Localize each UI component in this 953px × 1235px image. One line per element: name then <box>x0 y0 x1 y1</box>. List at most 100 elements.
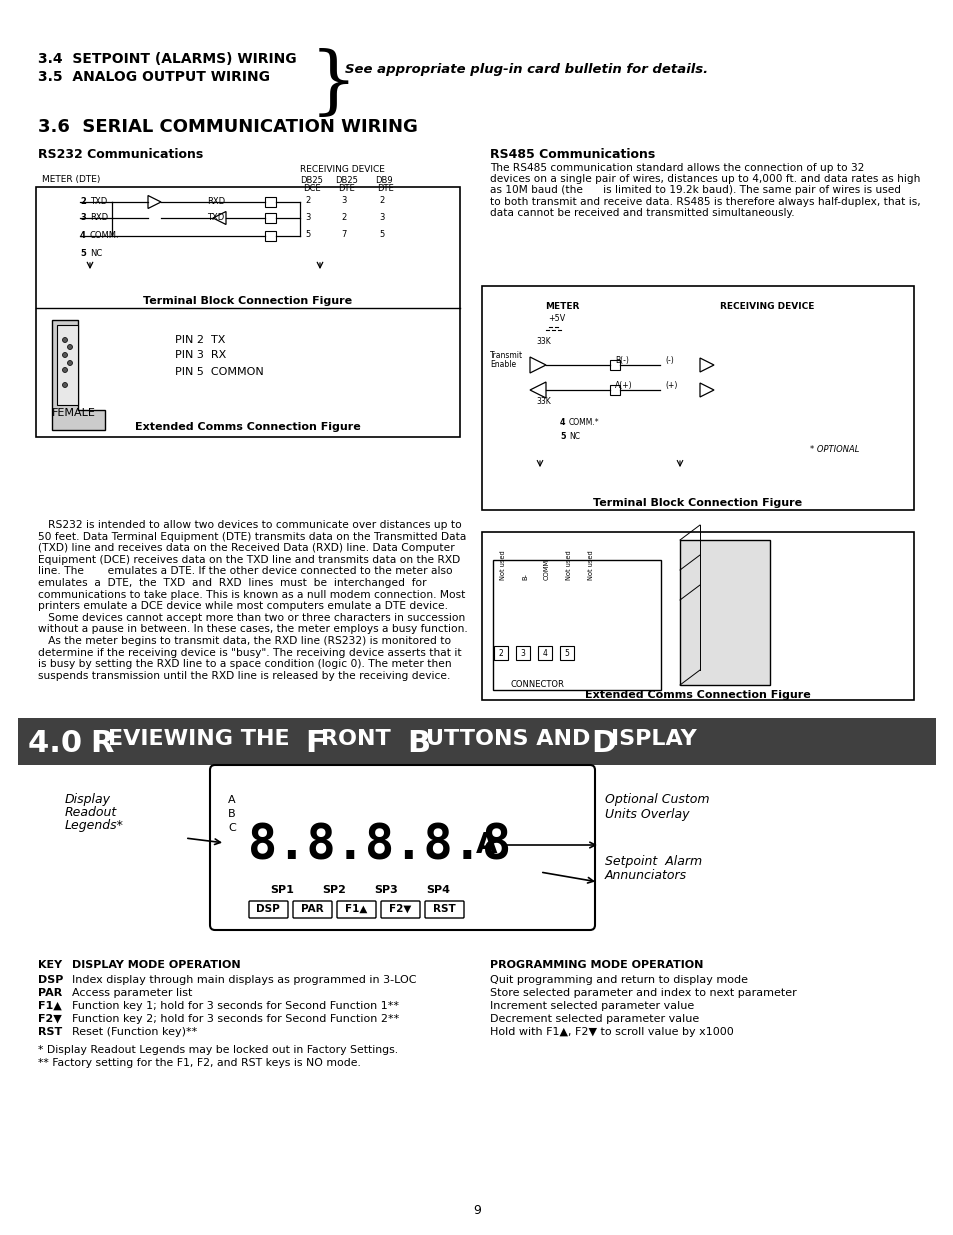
Text: +5V: +5V <box>547 314 565 324</box>
Text: 3: 3 <box>520 648 525 657</box>
Text: Annunciators: Annunciators <box>604 869 686 882</box>
Text: RS232 is intended to allow two devices to communicate over distances up to: RS232 is intended to allow two devices t… <box>38 520 461 530</box>
Polygon shape <box>52 320 105 430</box>
Text: F: F <box>305 729 325 758</box>
Text: 33K: 33K <box>536 396 550 406</box>
Text: Not used: Not used <box>499 551 505 580</box>
Bar <box>516 646 530 659</box>
Text: RECEIVING DEVICE: RECEIVING DEVICE <box>299 165 384 174</box>
Text: Hold with F1▲, F2▼ to scroll value by x1000: Hold with F1▲, F2▼ to scroll value by x1… <box>490 1028 733 1037</box>
Text: 7: 7 <box>340 230 346 240</box>
FancyBboxPatch shape <box>36 186 459 437</box>
Text: A: A <box>476 831 497 860</box>
Text: Terminal Block Connection Figure: Terminal Block Connection Figure <box>593 498 801 508</box>
Text: 4: 4 <box>542 648 547 657</box>
FancyBboxPatch shape <box>249 902 288 918</box>
Text: B-: B- <box>521 573 527 580</box>
Text: Function key 1; hold for 3 seconds for Second Function 1**: Function key 1; hold for 3 seconds for S… <box>71 1002 398 1011</box>
FancyBboxPatch shape <box>493 559 660 690</box>
Text: 2: 2 <box>340 212 346 222</box>
Bar <box>609 385 619 395</box>
Text: 2: 2 <box>498 648 503 657</box>
Text: Quit programming and return to display mode: Quit programming and return to display m… <box>490 974 747 986</box>
Text: Readout: Readout <box>65 806 117 819</box>
Text: B: B <box>228 809 235 819</box>
Text: Enable: Enable <box>490 359 516 369</box>
FancyBboxPatch shape <box>481 532 913 700</box>
Text: 5: 5 <box>305 230 310 240</box>
Text: A(+): A(+) <box>615 382 632 390</box>
Text: F2▼: F2▼ <box>38 1014 62 1024</box>
Text: 5: 5 <box>559 432 565 441</box>
Text: PAR: PAR <box>38 988 62 998</box>
Text: (-): (-) <box>664 356 673 366</box>
Text: B: B <box>407 729 430 758</box>
Text: RXD: RXD <box>207 198 225 206</box>
Text: EVIEWING THE: EVIEWING THE <box>108 729 297 748</box>
Text: printers emulate a DCE device while most computers emulate a DTE device.: printers emulate a DCE device while most… <box>38 601 448 611</box>
Text: COMM.*: COMM.* <box>568 417 599 427</box>
Text: data cannot be received and transmitted simultaneously.: data cannot be received and transmitted … <box>490 207 794 217</box>
FancyBboxPatch shape <box>18 718 935 764</box>
Text: DB9: DB9 <box>375 177 393 185</box>
Text: B(-): B(-) <box>615 356 628 366</box>
Bar <box>559 646 574 659</box>
Text: (TXD) line and receives data on the Received Data (RXD) line. Data Computer: (TXD) line and receives data on the Rece… <box>38 543 455 553</box>
Text: A: A <box>228 795 235 805</box>
Text: without a pause in between. In these cases, the meter employs a busy function.: without a pause in between. In these cas… <box>38 625 467 635</box>
Text: determine if the receiving device is "busy". The receiving device asserts that i: determine if the receiving device is "bu… <box>38 647 461 657</box>
Text: Function key 2; hold for 3 seconds for Second Function 2**: Function key 2; hold for 3 seconds for S… <box>71 1014 399 1024</box>
Text: PAR: PAR <box>300 904 323 914</box>
Text: Reset (Function key)**: Reset (Function key)** <box>71 1028 197 1037</box>
Text: 33K: 33K <box>536 337 550 346</box>
Text: Decrement selected parameter value: Decrement selected parameter value <box>490 1014 699 1024</box>
Text: RECEIVING DEVICE: RECEIVING DEVICE <box>720 303 814 311</box>
Text: * OPTIONAL: * OPTIONAL <box>809 445 859 454</box>
Text: 2: 2 <box>80 198 86 206</box>
Text: PROGRAMMING MODE OPERATION: PROGRAMMING MODE OPERATION <box>490 960 702 969</box>
Text: RXD: RXD <box>90 212 108 222</box>
Text: TXD: TXD <box>90 198 107 206</box>
Text: KEY: KEY <box>38 960 62 969</box>
Text: DB25: DB25 <box>299 177 322 185</box>
Text: 4.0: 4.0 <box>28 729 92 758</box>
Text: Legends*: Legends* <box>65 819 124 832</box>
Text: Store selected parameter and index to next parameter: Store selected parameter and index to ne… <box>490 988 796 998</box>
Text: DTE: DTE <box>376 184 394 193</box>
FancyBboxPatch shape <box>293 902 332 918</box>
Text: Index display through main displays as programmed in 3-LOC: Index display through main displays as p… <box>71 974 416 986</box>
Text: 2: 2 <box>305 196 310 205</box>
Text: Optional Custom: Optional Custom <box>604 793 709 806</box>
Text: emulates  a  DTE,  the  TXD  and  RXD  lines  must  be  interchanged  for: emulates a DTE, the TXD and RXD lines mu… <box>38 578 426 588</box>
Text: Equipment (DCE) receives data on the TXD line and transmits data on the RXD: Equipment (DCE) receives data on the TXD… <box>38 555 459 564</box>
Text: 5: 5 <box>80 249 86 258</box>
Text: UTTONS AND: UTTONS AND <box>426 729 598 748</box>
Circle shape <box>63 383 68 388</box>
Bar <box>537 646 552 659</box>
Bar <box>679 540 769 685</box>
Text: F1▲: F1▲ <box>344 904 367 914</box>
Bar <box>609 359 619 370</box>
Text: 5: 5 <box>378 230 384 240</box>
Text: METER (DTE): METER (DTE) <box>42 175 100 184</box>
Text: line. The       emulates a DTE. If the other device connected to the meter also: line. The emulates a DTE. If the other d… <box>38 567 452 577</box>
FancyBboxPatch shape <box>336 902 375 918</box>
Text: See appropriate plug-in card bulletin for details.: See appropriate plug-in card bulletin fo… <box>345 63 707 77</box>
Text: 3: 3 <box>378 212 384 222</box>
Text: DSP: DSP <box>38 974 63 986</box>
Text: NC: NC <box>90 249 102 258</box>
Text: SP3: SP3 <box>374 885 397 895</box>
Text: ** Factory setting for the F1, F2, and RST keys is NO mode.: ** Factory setting for the F1, F2, and R… <box>38 1058 360 1068</box>
Text: PIN 2  TX: PIN 2 TX <box>174 335 225 345</box>
Text: DISPLAY MODE OPERATION: DISPLAY MODE OPERATION <box>71 960 240 969</box>
Text: Extended Comms Connection Figure: Extended Comms Connection Figure <box>584 690 810 700</box>
Text: Units Overlay: Units Overlay <box>604 808 689 821</box>
Text: * Display Readout Legends may be locked out in Factory Settings.: * Display Readout Legends may be locked … <box>38 1045 397 1055</box>
Text: to both transmit and receive data. RS485 is therefore always half-duplex, that i: to both transmit and receive data. RS485… <box>490 196 920 206</box>
Text: suspends transmission until the RXD line is released by the receiving device.: suspends transmission until the RXD line… <box>38 671 450 680</box>
Text: R: R <box>90 729 113 758</box>
Text: NC: NC <box>568 432 579 441</box>
Circle shape <box>68 361 72 366</box>
Bar <box>265 212 275 224</box>
Text: 3.4  SETPOINT (ALARMS) WIRING: 3.4 SETPOINT (ALARMS) WIRING <box>38 52 296 65</box>
